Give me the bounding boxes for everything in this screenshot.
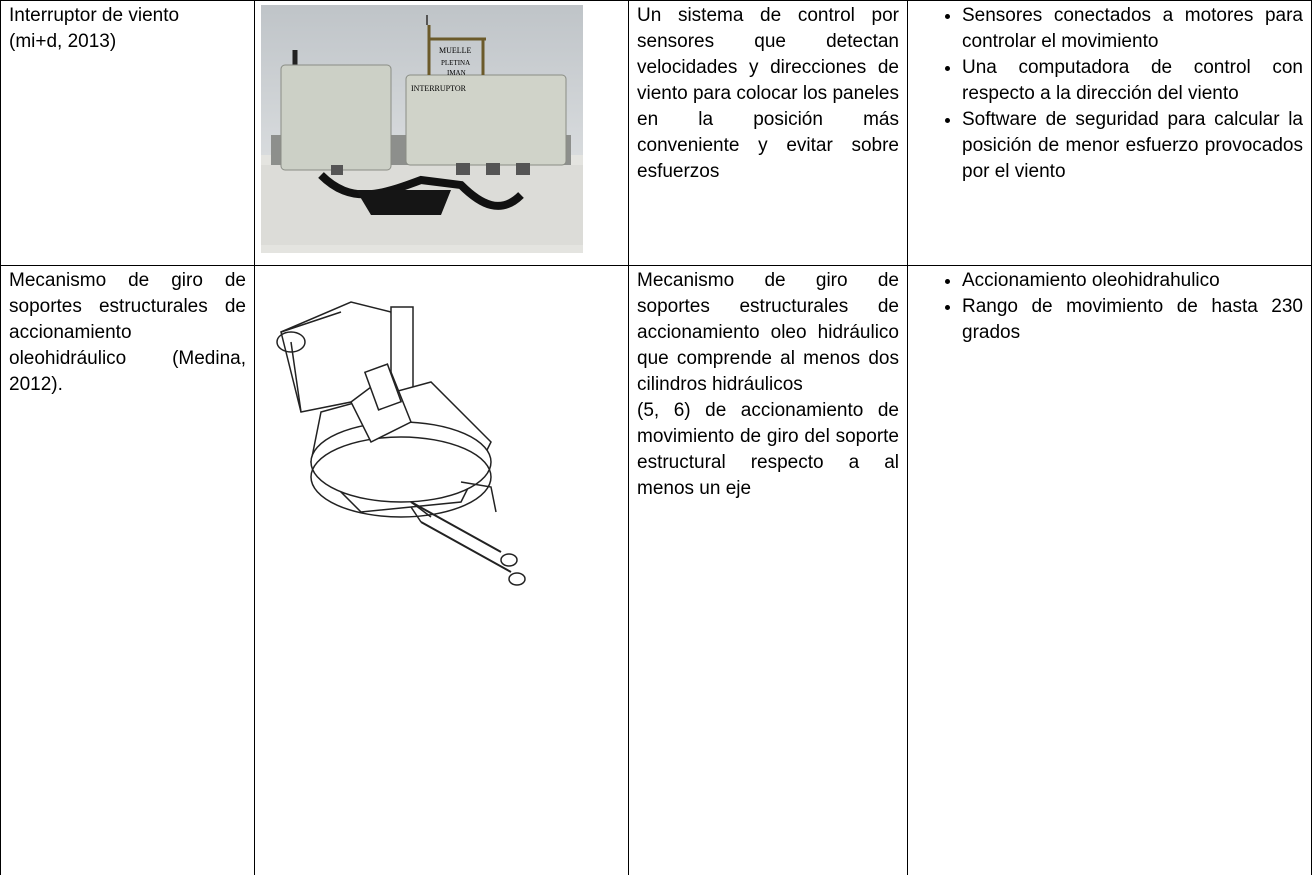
feature-item: Accionamiento oleohidrahulico: [962, 268, 1303, 294]
image-label: INTERRUPTOR: [411, 84, 467, 93]
cell-text: Mecanismo de giro de soportes estructura…: [9, 270, 246, 395]
image-label: IMAN: [447, 69, 466, 77]
drawing-rotation-mechanism: [276, 301, 526, 586]
photo-wind-switch: MUELLE PLETINA IMAN INTERRUPTOR: [261, 5, 583, 253]
cell-text: (mi+d, 2013): [9, 31, 117, 52]
image-cell: [254, 265, 629, 875]
name-cell: Interruptor de viento (mi+d, 2013): [0, 0, 255, 266]
feature-item: Software de seguridad para calcular la p…: [962, 107, 1303, 185]
cell-text: Interruptor de viento: [9, 5, 180, 26]
feature-list: Accionamiento oleohidrahulico Rango de m…: [916, 268, 1303, 346]
description-cell: Un sistema de control por sensores que d…: [628, 0, 908, 266]
feature-item: Rango de movimiento de hasta 230 grados: [962, 294, 1303, 346]
name-cell: Mecanismo de giro de soportes estructura…: [0, 265, 255, 875]
image-label: MUELLE: [439, 46, 472, 55]
image-label: PLETINA: [441, 59, 470, 67]
image-cell: MUELLE PLETINA IMAN INTERRUPTOR: [254, 0, 629, 266]
table-row: Mecanismo de giro de soportes estructura…: [0, 265, 1312, 875]
cell-text: Mecanismo de giro de soportes estructura…: [637, 270, 899, 395]
cell-text: Un sistema de control por sensores que d…: [637, 5, 899, 182]
feature-list: Sensores conectados a motores para contr…: [916, 3, 1303, 185]
table-row: Interruptor de viento (mi+d, 2013) MUELL…: [0, 0, 1312, 266]
features-cell: Sensores conectados a motores para contr…: [907, 0, 1312, 266]
feature-item: Sensores conectados a motores para contr…: [962, 3, 1303, 55]
feature-item: Una computadora de control con respecto …: [962, 55, 1303, 107]
features-cell: Accionamiento oleohidrahulico Rango de m…: [907, 265, 1312, 875]
description-cell: Mecanismo de giro de soportes estructura…: [628, 265, 908, 875]
cell-text: (5, 6) de accionamiento de movimiento de…: [637, 400, 899, 499]
